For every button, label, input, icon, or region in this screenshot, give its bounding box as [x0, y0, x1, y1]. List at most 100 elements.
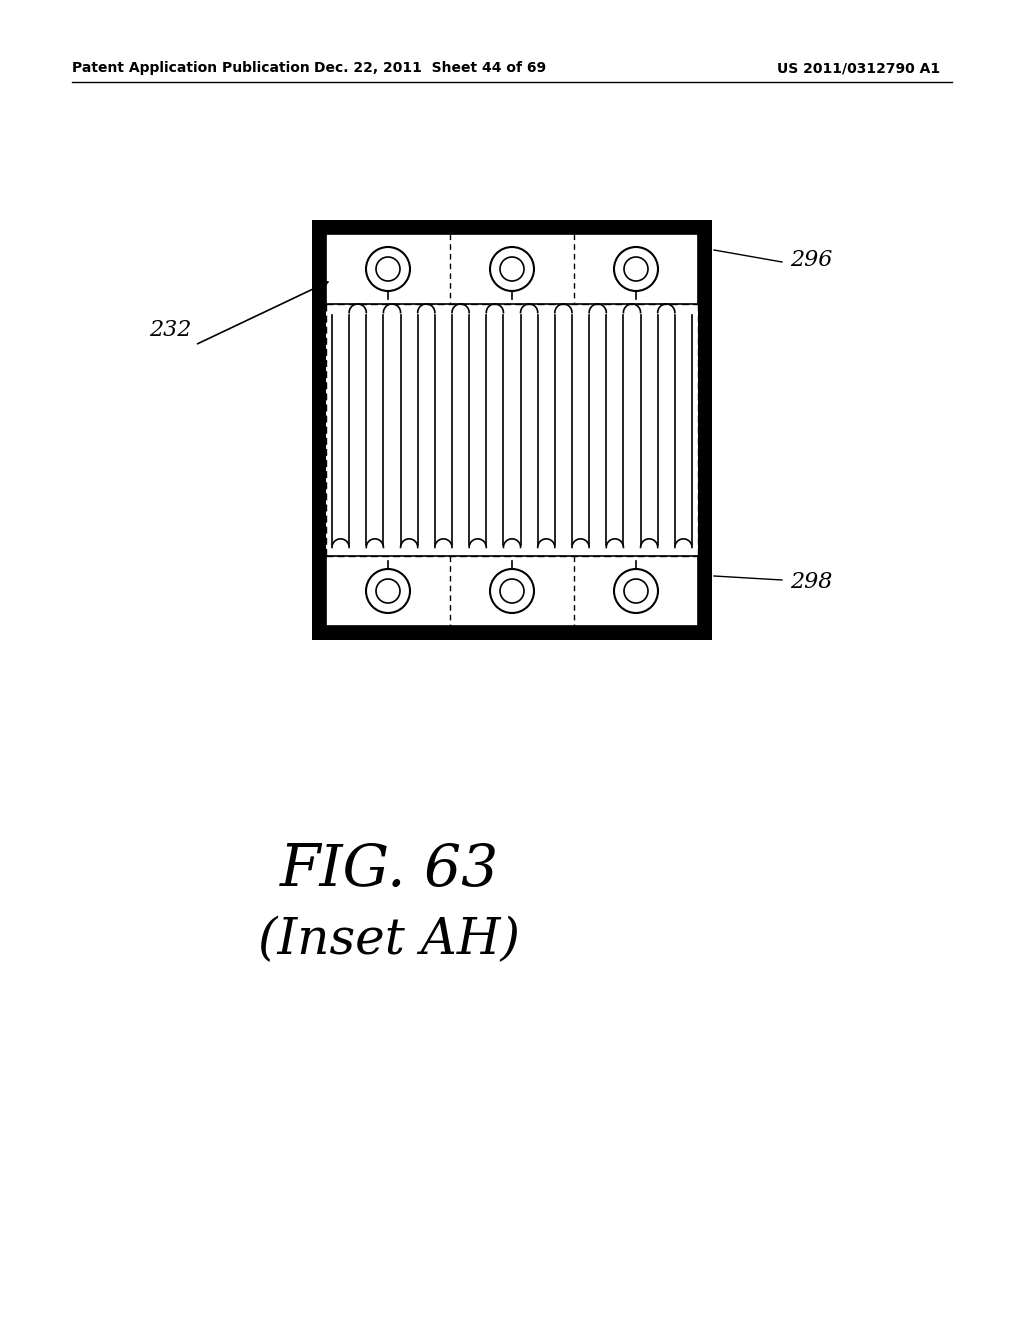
Bar [476, 630, 485, 638]
Bar [494, 630, 503, 638]
Bar [314, 257, 323, 267]
Bar [701, 348, 710, 356]
Bar [314, 222, 323, 231]
Bar [701, 420, 710, 429]
Bar [314, 366, 323, 375]
Bar [494, 222, 503, 231]
Bar [332, 222, 341, 231]
Bar [440, 222, 449, 231]
Bar [701, 546, 710, 554]
Bar [638, 222, 647, 231]
Text: FIG. 63: FIG. 63 [280, 842, 499, 898]
Bar [332, 630, 341, 638]
Bar [314, 528, 323, 537]
Bar [314, 384, 323, 393]
Bar [701, 492, 710, 502]
Bar [314, 546, 323, 554]
Bar [326, 304, 698, 556]
Bar [314, 330, 323, 339]
Bar [314, 601, 323, 609]
Bar [656, 222, 665, 231]
Bar [566, 222, 575, 231]
Bar [314, 474, 323, 483]
Bar [314, 492, 323, 502]
Bar [476, 222, 485, 231]
Bar [701, 582, 710, 591]
Bar [350, 630, 359, 638]
Bar [404, 630, 413, 638]
Bar [620, 630, 629, 638]
Text: 232: 232 [148, 319, 191, 341]
Bar [512, 630, 521, 638]
Bar [422, 222, 431, 231]
Bar [314, 510, 323, 519]
Bar [368, 222, 377, 231]
Bar [701, 618, 710, 627]
Bar [314, 564, 323, 573]
Bar [566, 630, 575, 638]
Bar [314, 294, 323, 304]
Bar [674, 630, 683, 638]
Bar [422, 630, 431, 638]
Bar [584, 222, 593, 231]
Bar [530, 630, 539, 638]
Text: 298: 298 [790, 572, 833, 593]
Text: US 2011/0312790 A1: US 2011/0312790 A1 [777, 61, 940, 75]
Bar [314, 348, 323, 356]
Bar [701, 528, 710, 537]
Bar [638, 630, 647, 638]
Bar [312, 220, 712, 640]
Bar [548, 630, 557, 638]
Bar [314, 240, 323, 249]
Bar [701, 222, 710, 231]
Bar [701, 510, 710, 519]
Bar [404, 222, 413, 231]
Bar [701, 455, 710, 465]
Bar [314, 222, 323, 231]
Bar [674, 222, 683, 231]
Bar [368, 630, 377, 638]
Bar [314, 630, 323, 638]
Bar [440, 630, 449, 638]
Bar [701, 330, 710, 339]
Bar [701, 384, 710, 393]
Bar [314, 455, 323, 465]
Bar [314, 276, 323, 285]
Bar [314, 438, 323, 447]
Bar [701, 403, 710, 411]
Bar [314, 403, 323, 411]
Bar [314, 618, 323, 627]
Bar [701, 474, 710, 483]
Bar [530, 222, 539, 231]
Bar [326, 234, 698, 626]
Bar [701, 276, 710, 285]
Bar [602, 222, 611, 231]
Bar [692, 630, 701, 638]
Bar [701, 257, 710, 267]
Bar [386, 222, 395, 231]
Bar [314, 420, 323, 429]
Bar [458, 222, 467, 231]
Text: Patent Application Publication: Patent Application Publication [72, 61, 309, 75]
Text: Dec. 22, 2011  Sheet 44 of 69: Dec. 22, 2011 Sheet 44 of 69 [314, 61, 546, 75]
Bar [602, 630, 611, 638]
Bar [701, 240, 710, 249]
Bar [512, 222, 521, 231]
Bar [548, 222, 557, 231]
Bar [350, 222, 359, 231]
Bar [701, 366, 710, 375]
Bar [656, 630, 665, 638]
Text: (Inset AH): (Inset AH) [258, 915, 520, 965]
Bar [314, 582, 323, 591]
Bar [584, 630, 593, 638]
Bar [620, 222, 629, 231]
Bar [458, 630, 467, 638]
Bar [701, 312, 710, 321]
Bar [386, 630, 395, 638]
Bar [314, 312, 323, 321]
Text: 296: 296 [790, 249, 833, 271]
Bar [701, 564, 710, 573]
Bar [692, 222, 701, 231]
Bar [701, 601, 710, 609]
Bar [701, 438, 710, 447]
